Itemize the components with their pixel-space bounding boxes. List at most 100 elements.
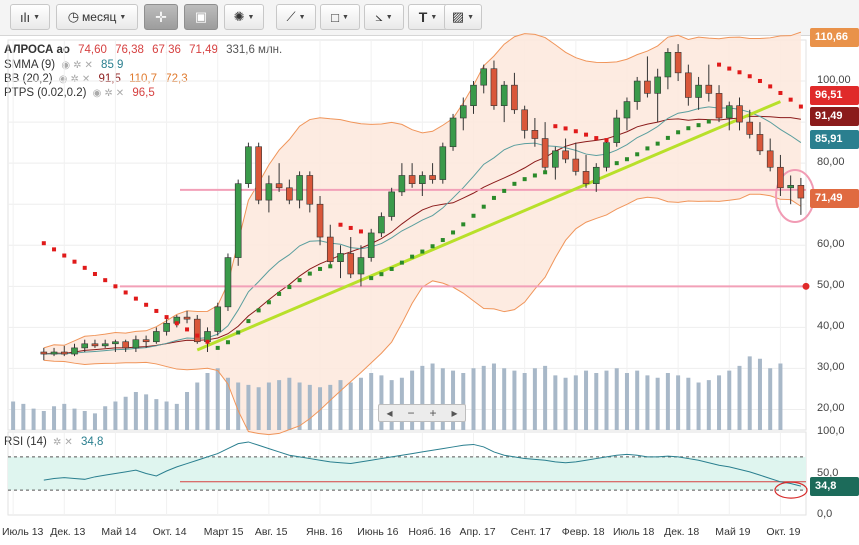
candle-body	[112, 341, 119, 345]
candle-body	[531, 130, 539, 139]
close-icon[interactable]: ✕	[115, 88, 125, 99]
volume-bar	[717, 375, 722, 430]
candle-body	[398, 175, 406, 193]
zoom-in-icon[interactable]: +	[429, 406, 437, 420]
zoom-out-icon[interactable]: −	[407, 406, 415, 420]
high-value: 76,38	[115, 44, 144, 56]
candle-body	[388, 191, 395, 217]
volume-bar	[154, 399, 159, 430]
candle-body	[265, 183, 273, 201]
volume-bar	[246, 384, 251, 430]
shapes-button[interactable]: □ ▼	[320, 4, 360, 30]
ptps-dot	[594, 136, 599, 141]
ptps-dot	[798, 104, 803, 109]
candle-body	[685, 72, 692, 98]
crosshair-icon: ✛	[155, 8, 167, 25]
ptps-dot	[645, 146, 650, 151]
candle-body	[81, 343, 89, 349]
text-button[interactable]: T ▼	[408, 4, 448, 30]
crosshair-button[interactable]: ✛	[144, 4, 178, 30]
candle-body	[40, 351, 48, 355]
bollinger-band-fill	[43, 32, 801, 435]
scroll-left-icon[interactable]: ◂	[386, 406, 393, 420]
candle-body	[142, 339, 150, 343]
candle-body	[326, 236, 334, 262]
gear-icon[interactable]: ✲	[53, 437, 62, 448]
scroll-right-icon[interactable]: ▸	[451, 406, 458, 420]
time-axis-label: Окт. 19	[766, 526, 801, 538]
chevron-down-icon: ▼	[33, 13, 41, 21]
volume-bar	[287, 377, 292, 430]
frame-button[interactable]: ▣	[184, 4, 218, 30]
ptps-dot	[236, 330, 241, 335]
eye-icon[interactable]: ◉	[92, 88, 102, 99]
volume-bar	[369, 373, 374, 430]
volume-bar	[164, 401, 169, 430]
volume-bar	[348, 382, 353, 430]
close-icon[interactable]: ✕	[81, 74, 91, 85]
chart-type-button[interactable]: ılı ▼	[10, 4, 50, 30]
ptps-dot	[696, 123, 701, 128]
candle-body	[429, 175, 436, 180]
eye-icon[interactable]: ◉	[58, 74, 68, 85]
candle-body	[101, 343, 109, 347]
ptps-value: 96,5	[132, 87, 155, 99]
indicators-button[interactable]: ✺ ▼	[224, 4, 264, 30]
trend-line	[196, 100, 782, 352]
volume-bar	[532, 368, 537, 430]
candle-body	[163, 322, 170, 332]
rsi-value: 34,8	[81, 436, 104, 448]
time-axis-label: Май 14	[101, 526, 137, 538]
time-axis-label: Янв. 16	[306, 526, 343, 538]
close-icon[interactable]: ✕	[84, 60, 93, 71]
eye-icon[interactable]: ◉	[61, 60, 71, 71]
ptps-dot	[338, 222, 343, 227]
ptps-dot	[757, 78, 762, 83]
volume-bar	[21, 403, 26, 430]
candle-body	[91, 343, 99, 347]
candle-body	[183, 316, 191, 320]
ptps-dot	[154, 308, 159, 313]
candle-body	[521, 109, 528, 131]
candle-body	[357, 257, 365, 275]
image-icon: ▨	[451, 9, 465, 24]
ptps-dot	[471, 213, 476, 218]
draw-line-button[interactable]: ⟋ ▼	[276, 4, 316, 30]
price-axis-label: 50,00	[817, 279, 845, 292]
ptps-dot	[604, 138, 609, 143]
volume-bar	[481, 365, 486, 430]
volume-bar	[543, 365, 548, 430]
volume-bar	[31, 408, 36, 430]
candle-body	[378, 216, 385, 234]
clock-icon: ◷	[67, 9, 80, 24]
period-select[interactable]: ◷ месяц ▼	[56, 4, 138, 30]
gear-icon[interactable]: ✲	[73, 60, 82, 71]
candle-body	[664, 52, 672, 78]
ptps-dot	[215, 345, 220, 350]
ptps-dot	[665, 135, 670, 140]
ticker-name: АЛРОСА ао	[4, 44, 70, 56]
ptps-dot	[410, 254, 415, 259]
ptps-dot	[768, 84, 773, 89]
image-button[interactable]: ▨ ▼	[444, 4, 482, 30]
volume-bar	[195, 382, 200, 430]
candle-body	[695, 84, 702, 98]
volume-bar	[522, 373, 527, 430]
price-tag: 85,91	[810, 129, 859, 149]
ptps-dot	[532, 173, 537, 178]
bb-lower-value: 72,3	[165, 73, 188, 85]
price-axis-label: 20,00	[817, 402, 845, 415]
gear-icon[interactable]: ✲	[104, 88, 113, 99]
volume-bar	[92, 413, 97, 430]
price-axis-label: 60,00	[817, 238, 845, 251]
candle-body	[756, 134, 764, 152]
text-icon: T	[418, 9, 428, 25]
gear-icon[interactable]: ✲	[70, 74, 79, 85]
fib-button[interactable]: ⦣ ▼	[364, 4, 404, 30]
ptps-dot	[225, 340, 230, 345]
ptps-dot	[481, 204, 486, 209]
chart-navigator[interactable]: ◂ − + ▸	[378, 404, 466, 422]
close-icon[interactable]: ✕	[64, 437, 73, 448]
time-axis-label: Июнь 16	[357, 526, 399, 538]
candle-body	[255, 146, 262, 201]
